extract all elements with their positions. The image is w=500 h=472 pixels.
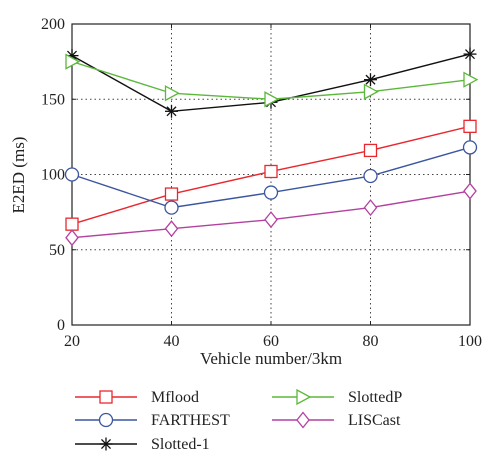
data-point-liscast: [264, 211, 278, 229]
data-point-farthest: [64, 167, 80, 182]
data-point-mflood: [363, 143, 378, 158]
data-point-mflood: [164, 187, 179, 201]
legend-marker-farthest: [98, 412, 114, 428]
legend-item-mflood: Mflood: [75, 389, 199, 406]
legend-marker-liscast: [296, 411, 310, 429]
series-liscast: [65, 182, 477, 247]
legend-item-liscast: LISCast: [272, 411, 401, 429]
y-axis-label: E2ED (ms): [9, 137, 28, 214]
data-point-farthest: [363, 168, 378, 184]
series-layer: [64, 47, 479, 247]
data-point-slottedp: [363, 83, 379, 100]
y-tick-label: 50: [49, 242, 65, 259]
data-point-slottedp: [264, 91, 280, 108]
legend-item-farthest: FARTHEST: [75, 412, 230, 429]
data-point-liscast: [65, 229, 79, 247]
legend-marker-slotted-1: [99, 437, 113, 451]
axis-ticks: 20 40 60 80 100 0 50 100 150 200: [41, 16, 482, 350]
x-axis-label: Vehicle number/3km: [200, 349, 342, 368]
legend-label-slotted-1: Slotted-1: [151, 436, 210, 453]
data-point-slotted-1: [463, 47, 477, 61]
data-point-mflood: [65, 217, 79, 231]
legend-label-liscast: LISCast: [348, 412, 401, 429]
legend-item-slotted-1: Slotted-1: [75, 436, 210, 453]
data-point-mflood: [463, 119, 477, 133]
legend-marker-slottedp: [296, 388, 312, 406]
x-tick-label: 40: [164, 333, 180, 350]
data-point-slottedp: [164, 85, 180, 102]
y-tick-label: 0: [57, 317, 65, 334]
data-point-liscast: [463, 182, 477, 200]
data-point-liscast: [363, 199, 378, 217]
data-point-farthest: [462, 140, 478, 155]
x-tick-label: 20: [64, 333, 80, 350]
series-slottedp: [65, 53, 479, 108]
data-point-mflood: [264, 164, 278, 179]
data-point-slotted-1: [165, 104, 178, 118]
x-tick-label: 80: [363, 333, 379, 350]
legend-marker-mflood: [99, 390, 113, 404]
series-farthest: [64, 140, 478, 215]
data-point-farthest: [263, 185, 279, 200]
y-tick-label: 150: [41, 91, 65, 108]
data-point-farthest: [164, 200, 179, 215]
x-tick-label: 60: [263, 333, 279, 350]
legend-label-slottedp: SlottedP: [348, 389, 402, 406]
legend-label-farthest: FARTHEST: [151, 412, 230, 429]
series-mflood: [65, 119, 477, 231]
legend-item-slottedp: SlottedP: [272, 388, 402, 406]
data-point-slottedp: [463, 71, 479, 88]
series-line-slottedp: [71, 60, 471, 100]
data-point-slottedp: [65, 53, 81, 70]
data-point-slotted-1: [364, 73, 377, 87]
legend: Mflood FARTHEST Slotted-1 SlottedP LISCast: [75, 388, 402, 453]
y-tick-label: 200: [41, 16, 65, 33]
x-tick-label: 100: [458, 333, 482, 350]
legend-label-mflood: Mflood: [151, 389, 199, 406]
data-point-liscast: [164, 220, 179, 238]
y-tick-label: 100: [41, 167, 65, 184]
